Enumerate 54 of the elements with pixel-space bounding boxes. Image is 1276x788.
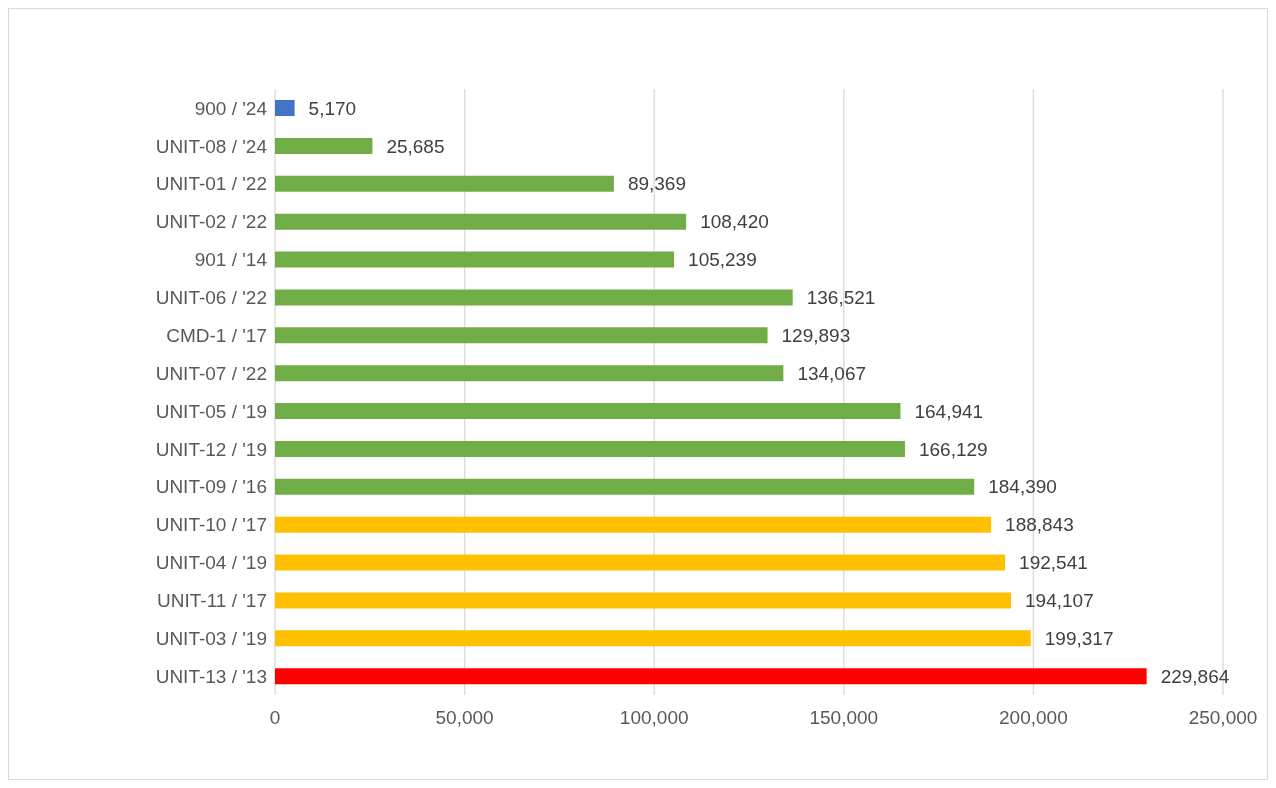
y-tick-label: UNIT-05 / '19	[155, 400, 267, 422]
bar	[275, 440, 905, 457]
data-label: 166,129	[918, 438, 988, 460]
x-tick-label: 50,000	[435, 707, 494, 729]
data-label: 5,170	[308, 97, 357, 119]
bar	[275, 592, 1012, 609]
y-tick-label: 900 / '24	[194, 97, 268, 119]
data-label: 136,521	[806, 287, 876, 309]
x-tick-label: 250,000	[1188, 707, 1258, 729]
data-label: 229,864	[1160, 665, 1230, 687]
bar	[275, 137, 373, 154]
x-tick-label: 100,000	[619, 707, 689, 729]
bar	[275, 213, 687, 230]
bar	[275, 554, 1006, 571]
x-tick-label: 0	[269, 707, 281, 729]
data-label: 134,067	[797, 362, 867, 384]
bar	[275, 289, 793, 306]
y-tick-label: 901 / '14	[194, 249, 268, 271]
data-label: 108,420	[700, 211, 769, 233]
y-tick-label: UNIT-07 / '22	[155, 362, 267, 384]
bar	[275, 251, 675, 268]
bar	[275, 668, 1147, 685]
y-tick-label: UNIT-13 / '13	[155, 665, 267, 687]
y-tick-label: UNIT-06 / '22	[155, 287, 267, 309]
y-tick-label: UNIT-11 / '17	[157, 590, 267, 612]
data-label: 105,239	[688, 249, 757, 271]
bar	[275, 630, 1031, 647]
bar	[275, 327, 768, 344]
bar	[275, 478, 975, 495]
y-tick-label: UNIT-01 / '22	[155, 173, 267, 195]
y-tick-label: UNIT-09 / '16	[155, 476, 267, 498]
x-tick-label: 150,000	[809, 707, 879, 729]
data-label: 188,843	[1005, 514, 1074, 536]
data-label: 194,107	[1025, 590, 1094, 612]
data-label: 184,390	[988, 476, 1057, 498]
y-tick-label: UNIT-02 / '22	[155, 211, 267, 233]
data-label: 129,893	[781, 324, 851, 346]
y-tick-label: CMD-1 / '17	[166, 324, 267, 346]
bar	[275, 403, 901, 419]
bar	[275, 175, 614, 192]
x-tick-label: 200,000	[999, 707, 1068, 729]
y-tick-label: UNIT-04 / '19	[155, 552, 267, 574]
y-tick-label: UNIT-03 / '19	[155, 627, 267, 649]
bar	[275, 100, 295, 116]
data-label: 25,685	[386, 135, 445, 157]
data-label: 192,541	[1019, 552, 1088, 574]
y-tick-label: UNIT-12 / '19	[155, 438, 267, 460]
bar	[275, 516, 992, 533]
y-tick-label: UNIT-08 / '24	[155, 135, 268, 157]
data-label: 199,317	[1044, 627, 1114, 649]
y-tick-label: UNIT-10 / '17	[155, 514, 267, 536]
bar	[275, 365, 784, 382]
data-label: 89,369	[627, 173, 687, 195]
data-label: 164,941	[914, 400, 984, 422]
